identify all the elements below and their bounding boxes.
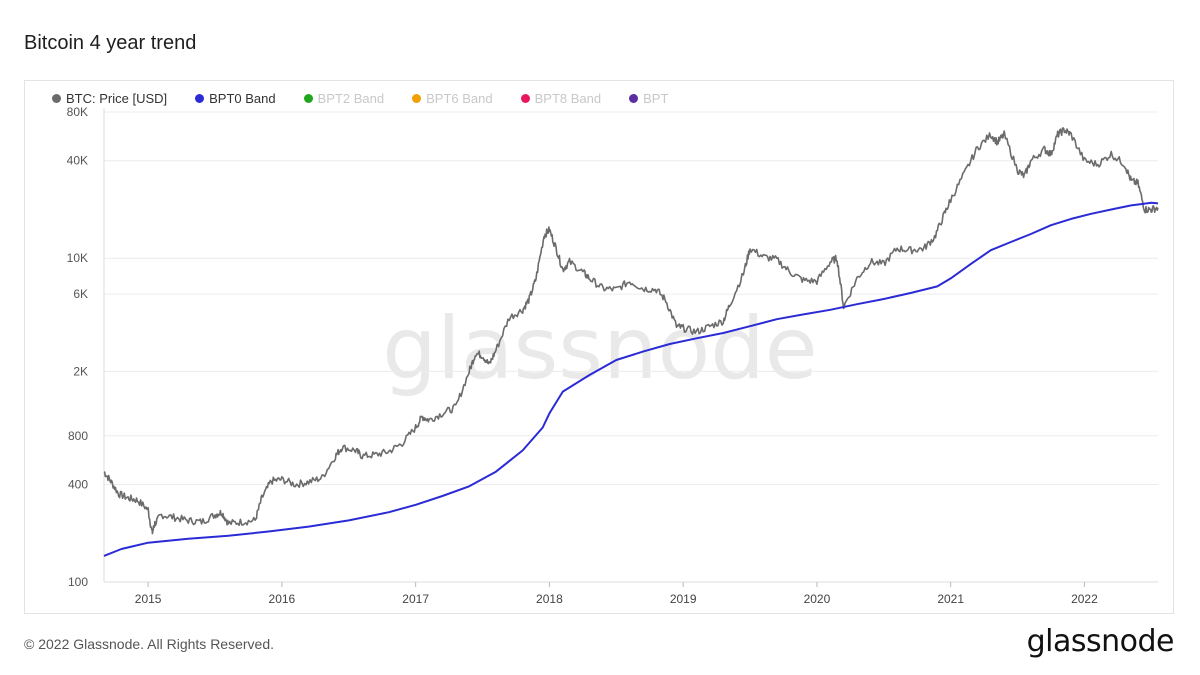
- legend-label: BPT8 Band: [534, 91, 602, 106]
- x-tick-label: 2020: [804, 592, 831, 606]
- glassnode-logo: glassnode: [1026, 624, 1175, 659]
- legend-dot-icon: [195, 94, 205, 103]
- legend-item-bpt6-band[interactable]: BPT6 Band: [412, 91, 493, 106]
- chart-panel: [24, 80, 1174, 614]
- legend-item-btc-price[interactable]: BTC: Price [USD]: [52, 91, 167, 106]
- legend: BTC: Price [USD] BPT0 Band BPT2 Band BPT…: [52, 91, 696, 106]
- x-tick-label: 2019: [670, 592, 697, 606]
- x-tick-label: 2016: [269, 592, 296, 606]
- legend-dot-icon: [412, 94, 422, 103]
- x-tick-label: 2017: [402, 592, 429, 606]
- legend-item-bpt2-band[interactable]: BPT2 Band: [303, 91, 385, 106]
- y-tick-label: 2K: [73, 364, 88, 378]
- x-tick-label: 2018: [536, 592, 563, 606]
- legend-label: BTC: Price [USD]: [66, 91, 168, 106]
- y-tick-label: 800: [68, 429, 88, 443]
- legend-dot-icon: [629, 94, 639, 103]
- y-tick-label: 80K: [67, 105, 88, 119]
- legend-label: BPT2 Band: [317, 91, 385, 106]
- legend-item-bpt0-band[interactable]: BPT0 Band: [195, 91, 276, 106]
- x-tick-label: 2015: [135, 592, 162, 606]
- legend-dot-icon: [52, 94, 61, 103]
- legend-item-bpt8-band[interactable]: BPT8 Band: [520, 91, 602, 106]
- copyright-footer: © 2022 Glassnode. All Rights Reserved.: [24, 636, 275, 652]
- bpt0-band-line: [103, 201, 1159, 557]
- y-tick-label: 400: [68, 478, 88, 492]
- y-tick-label: 40K: [67, 154, 88, 168]
- legend-label: BPT6 Band: [426, 91, 493, 106]
- x-tick-label: 2021: [937, 592, 964, 606]
- legend-item-bpt[interactable]: BPT: [629, 91, 668, 106]
- series-layer: [103, 127, 1159, 557]
- y-tick-label: 10K: [67, 251, 88, 265]
- legend-label: BPT0 Band: [209, 91, 276, 106]
- y-tick-label: 6K: [73, 287, 88, 301]
- x-tick-label: 2022: [1071, 592, 1098, 606]
- legend-dot-icon: [303, 94, 313, 103]
- legend-dot-icon: [520, 94, 530, 103]
- axes: 80K 40K 10K 6K 2K 800 400 100 2015 2016 2017 2018 20…: [67, 105, 1158, 606]
- chart-title: Bitcoin 4 year trend: [24, 32, 197, 54]
- legend-label: BPT: [643, 91, 669, 106]
- btc-price-line: [103, 127, 1159, 535]
- y-tick-label: 100: [68, 575, 88, 589]
- watermark-text: glassnode: [382, 299, 817, 399]
